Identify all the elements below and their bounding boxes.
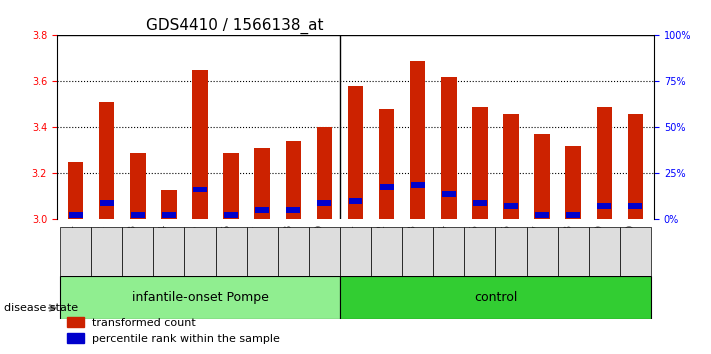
Bar (255, 207, 269, 213)
Bar (597, 107, 612, 219)
Bar (504, 203, 518, 209)
Bar (348, 86, 363, 219)
FancyBboxPatch shape (154, 227, 184, 276)
FancyBboxPatch shape (184, 227, 215, 276)
FancyBboxPatch shape (309, 227, 340, 276)
Bar (472, 107, 488, 219)
Bar (441, 77, 456, 219)
Text: GDS4410 / 1566138_at: GDS4410 / 1566138_at (146, 18, 324, 34)
Bar (411, 182, 424, 188)
Bar (348, 198, 363, 204)
FancyBboxPatch shape (60, 276, 340, 319)
Bar (224, 212, 238, 218)
FancyBboxPatch shape (464, 227, 496, 276)
Bar (442, 191, 456, 197)
Bar (255, 148, 270, 219)
Bar (503, 114, 519, 219)
FancyBboxPatch shape (340, 227, 371, 276)
FancyBboxPatch shape (215, 227, 247, 276)
FancyBboxPatch shape (496, 227, 527, 276)
Bar (162, 212, 176, 218)
Bar (316, 127, 332, 219)
Text: infantile-onset Pompe: infantile-onset Pompe (132, 291, 269, 304)
FancyBboxPatch shape (620, 227, 651, 276)
Bar (192, 70, 208, 219)
Legend: transformed count, percentile rank within the sample: transformed count, percentile rank withi… (63, 313, 284, 348)
Bar (100, 200, 114, 206)
Bar (410, 61, 425, 219)
Bar (130, 153, 146, 219)
Bar (566, 212, 580, 218)
FancyBboxPatch shape (122, 227, 154, 276)
FancyBboxPatch shape (91, 227, 122, 276)
Bar (379, 109, 395, 219)
FancyBboxPatch shape (402, 227, 433, 276)
Bar (628, 114, 643, 219)
Bar (287, 207, 300, 213)
Bar (535, 134, 550, 219)
Bar (629, 203, 643, 209)
FancyBboxPatch shape (557, 227, 589, 276)
FancyBboxPatch shape (527, 227, 557, 276)
FancyBboxPatch shape (589, 227, 620, 276)
Bar (161, 190, 176, 219)
Text: disease state: disease state (4, 303, 77, 313)
Bar (535, 212, 549, 218)
Bar (380, 184, 394, 190)
Bar (286, 141, 301, 219)
Bar (597, 203, 611, 209)
Bar (99, 102, 114, 219)
FancyBboxPatch shape (340, 276, 651, 319)
FancyBboxPatch shape (247, 227, 278, 276)
FancyBboxPatch shape (371, 227, 402, 276)
Bar (223, 153, 239, 219)
Bar (565, 146, 581, 219)
FancyBboxPatch shape (60, 227, 91, 276)
FancyBboxPatch shape (433, 227, 464, 276)
FancyBboxPatch shape (278, 227, 309, 276)
Bar (68, 212, 82, 218)
Bar (317, 200, 331, 206)
Bar (131, 212, 145, 218)
Bar (68, 162, 83, 219)
Bar (473, 200, 487, 206)
Bar (193, 187, 207, 193)
Text: control: control (474, 291, 517, 304)
